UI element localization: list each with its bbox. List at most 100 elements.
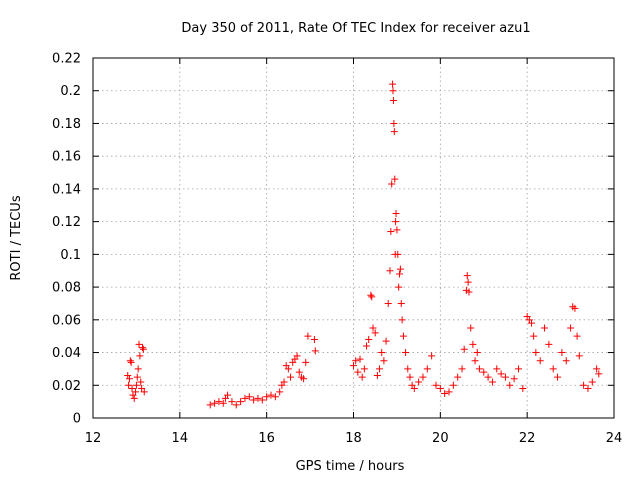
data-point xyxy=(536,357,544,365)
data-point xyxy=(293,352,301,360)
data-point xyxy=(410,385,418,393)
y-tick-label: 0.1 xyxy=(60,248,81,263)
data-point xyxy=(398,316,406,324)
y-tick-label: 0.16 xyxy=(52,150,81,165)
data-point xyxy=(545,340,553,348)
data-point xyxy=(428,352,436,360)
data-point xyxy=(302,358,310,366)
data-point xyxy=(276,388,284,396)
data-point xyxy=(475,365,483,373)
data-point xyxy=(284,365,292,373)
y-tick-label: 0.14 xyxy=(52,182,81,197)
data-point xyxy=(380,357,388,365)
data-point xyxy=(391,175,399,183)
data-point xyxy=(393,226,401,234)
data-point xyxy=(419,373,427,381)
data-point xyxy=(136,352,144,360)
data-point xyxy=(310,335,318,343)
x-tick-label: 16 xyxy=(258,431,275,446)
data-point xyxy=(514,365,522,373)
data-point xyxy=(237,398,245,406)
chart-title: Day 350 of 2011, Rate Of TEC Index for r… xyxy=(181,21,530,36)
data-point xyxy=(402,349,410,357)
y-tick-label: 0.12 xyxy=(52,215,81,230)
data-point xyxy=(392,209,400,217)
data-point xyxy=(549,365,557,373)
x-tick-label: 24 xyxy=(606,431,623,446)
y-tick-label: 0.18 xyxy=(52,117,81,132)
data-point xyxy=(580,381,588,389)
data-point xyxy=(263,393,271,401)
data-point xyxy=(404,365,412,373)
data-point xyxy=(295,368,303,376)
x-axis-label: GPS time / hours xyxy=(296,459,405,474)
data-point xyxy=(258,396,266,404)
data-point xyxy=(368,293,376,301)
data-point xyxy=(228,398,236,406)
data-point xyxy=(367,291,375,299)
data-point xyxy=(471,357,479,365)
data-point xyxy=(128,385,136,393)
data-point xyxy=(124,371,132,379)
data-point xyxy=(138,344,146,352)
data-point xyxy=(365,335,373,343)
data-point xyxy=(493,365,501,373)
data-point xyxy=(395,283,403,291)
data-point xyxy=(206,401,214,409)
data-point xyxy=(140,388,148,396)
data-point xyxy=(373,371,381,379)
data-point xyxy=(501,373,509,381)
y-tick-label: 0.04 xyxy=(52,346,81,361)
data-point xyxy=(133,373,141,381)
data-point xyxy=(423,365,431,373)
data-point xyxy=(134,365,142,373)
data-point xyxy=(392,218,400,226)
data-point xyxy=(358,373,366,381)
data-point xyxy=(567,324,575,332)
data-point xyxy=(350,362,357,370)
data-point xyxy=(510,375,518,383)
data-point xyxy=(376,365,384,373)
data-point xyxy=(211,399,219,407)
data-point xyxy=(389,87,397,95)
data-point xyxy=(311,347,319,355)
data-point xyxy=(371,329,379,337)
data-point xyxy=(215,398,223,406)
y-tick-label: 0.02 xyxy=(52,379,81,394)
data-point xyxy=(469,340,477,348)
axis-ticks: 12 14 16 18 20 22 24 0 0.02 0.04 0.06 0.08 0.1 0.12 0.… xyxy=(52,52,622,447)
data-point xyxy=(595,370,603,378)
data-point xyxy=(454,373,462,381)
data-point xyxy=(554,373,562,381)
data-point xyxy=(532,349,540,357)
data-point xyxy=(254,394,262,402)
data-point xyxy=(250,396,258,404)
data-point xyxy=(506,381,514,389)
data-point xyxy=(132,388,140,396)
y-tick-label: 0.2 xyxy=(60,84,81,99)
data-point xyxy=(219,399,227,407)
data-point xyxy=(363,342,371,350)
data-point xyxy=(369,324,377,332)
data-point xyxy=(465,288,473,296)
data-point xyxy=(384,299,392,307)
data-point xyxy=(464,278,472,286)
data-point xyxy=(460,345,468,353)
x-tick-label: 20 xyxy=(432,431,449,446)
data-point xyxy=(467,324,475,332)
y-tick-label: 0.22 xyxy=(52,52,81,67)
data-point xyxy=(415,378,423,386)
x-tick-label: 18 xyxy=(345,431,362,446)
data-point xyxy=(139,345,147,353)
x-tick-label: 12 xyxy=(85,431,102,446)
data-point xyxy=(445,388,453,396)
data-point xyxy=(267,391,275,399)
data-point xyxy=(245,393,253,401)
y-tick-label: 0.08 xyxy=(52,281,81,296)
data-point xyxy=(137,378,145,386)
data-point xyxy=(304,332,312,340)
data-point xyxy=(528,319,536,327)
data-point xyxy=(388,180,396,188)
data-point xyxy=(300,375,308,383)
